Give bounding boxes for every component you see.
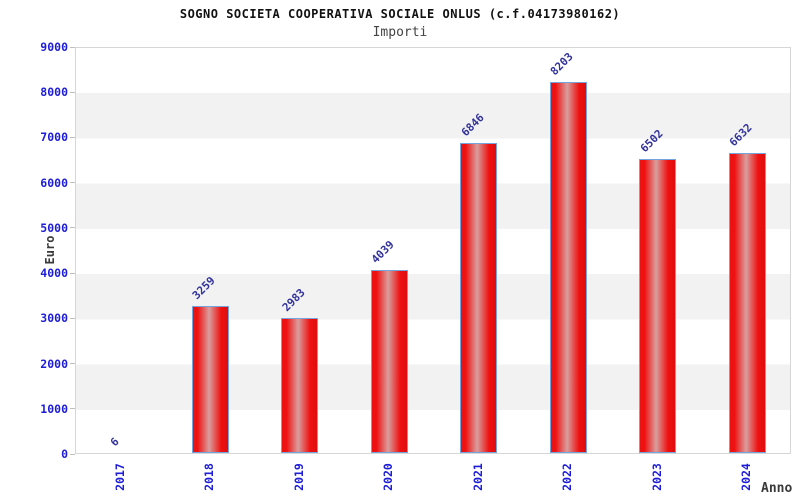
y-tick-label: 1000 bbox=[40, 401, 68, 416]
x-tick-label: 2018 bbox=[202, 463, 217, 491]
y-tick-label: 6000 bbox=[40, 175, 68, 190]
bar-value-label: 4039 bbox=[369, 238, 398, 267]
y-tick-label: 2000 bbox=[40, 356, 68, 371]
bar bbox=[549, 82, 587, 453]
bar bbox=[281, 318, 319, 453]
bar-value-label: 3259 bbox=[190, 273, 219, 302]
x-tick-label: 2019 bbox=[291, 463, 306, 491]
bar bbox=[370, 270, 408, 453]
x-tick-label: 2020 bbox=[381, 463, 396, 491]
y-tick-label: 4000 bbox=[40, 266, 68, 281]
y-tick-mark bbox=[70, 182, 75, 184]
x-tick-label: 2024 bbox=[739, 463, 754, 491]
x-tick-label: 2023 bbox=[649, 463, 664, 491]
chart-subtitle: Importi bbox=[372, 25, 428, 40]
x-tick-label: 2021 bbox=[470, 463, 485, 491]
x-tick-label: 2022 bbox=[560, 463, 575, 491]
y-tick-mark bbox=[70, 363, 75, 365]
bar-value-label: 6502 bbox=[637, 127, 666, 155]
bar-value-label: 6 bbox=[108, 434, 122, 449]
y-tick-label: 9000 bbox=[40, 40, 68, 54]
y-tick-mark bbox=[70, 317, 75, 319]
bar bbox=[728, 153, 766, 453]
bar-value-label: 6632 bbox=[727, 121, 756, 150]
y-tick-mark bbox=[70, 227, 75, 229]
x-tick-label: 2017 bbox=[112, 463, 127, 491]
bar bbox=[639, 158, 677, 453]
bar bbox=[191, 305, 229, 453]
y-tick-mark bbox=[70, 91, 75, 93]
y-tick-label: 5000 bbox=[40, 220, 68, 235]
bar bbox=[460, 143, 498, 453]
x-axis-title: Anno bbox=[761, 481, 793, 496]
bar-value-label: 2983 bbox=[279, 286, 308, 315]
plot-area: 6 3259 2983 4039 6846 8203 6502 6632 bbox=[75, 47, 791, 454]
y-tick-label: 0 bbox=[61, 447, 68, 461]
y-tick-label: 8000 bbox=[40, 85, 68, 100]
y-tick-mark bbox=[70, 46, 75, 48]
chart-title: SOGNO SOCIETA COOPERATIVA SOCIALE ONLUS … bbox=[179, 7, 621, 21]
y-tick-label: 3000 bbox=[40, 311, 68, 326]
bar-value-label: 8203 bbox=[548, 50, 577, 79]
y-tick-mark bbox=[70, 272, 75, 274]
y-tick-mark bbox=[70, 136, 75, 138]
y-tick-mark bbox=[70, 453, 75, 455]
y-tick-mark bbox=[70, 408, 75, 410]
y-tick-label: 7000 bbox=[40, 130, 68, 145]
bar-value-label: 6846 bbox=[458, 111, 487, 140]
